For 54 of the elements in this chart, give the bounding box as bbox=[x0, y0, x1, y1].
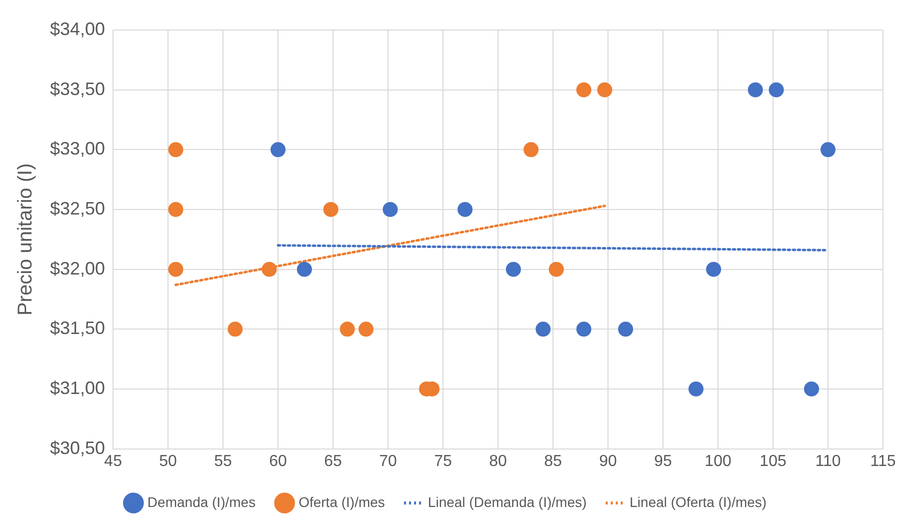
point bbox=[706, 262, 722, 277]
x-tick-label: 95 bbox=[654, 452, 672, 470]
legend-label: Demanda (I)/mes bbox=[147, 494, 256, 510]
point bbox=[748, 82, 763, 98]
x-tick-label: 110 bbox=[815, 452, 841, 470]
point bbox=[340, 322, 355, 337]
point bbox=[168, 142, 184, 158]
point bbox=[358, 322, 374, 337]
y-tick-label: $31,00 bbox=[50, 378, 106, 398]
legend-label: Lineal (Oferta (I)/mes) bbox=[630, 494, 767, 510]
point bbox=[270, 142, 286, 158]
x-tick-label: 75 bbox=[434, 452, 452, 470]
point bbox=[576, 82, 592, 98]
y-tick-label: $30,50 bbox=[50, 438, 106, 458]
x-tick-label: 115 bbox=[870, 452, 896, 470]
y-tick-label: $33,00 bbox=[50, 138, 106, 159]
x-tick-label: 45 bbox=[104, 452, 122, 470]
y-tick-label: $34,00 bbox=[50, 18, 106, 39]
y-tick-label: $32,00 bbox=[50, 258, 106, 278]
point bbox=[688, 381, 704, 396]
point bbox=[820, 142, 836, 158]
point bbox=[168, 262, 184, 277]
x-tick-label: 85 bbox=[544, 452, 562, 470]
point bbox=[536, 322, 551, 337]
point bbox=[458, 202, 473, 217]
point bbox=[168, 202, 184, 217]
x-tick-label: 60 bbox=[269, 452, 288, 470]
x-tick-label: 50 bbox=[159, 452, 178, 470]
y-axis-title: Precio unitario (I) bbox=[14, 163, 37, 316]
point bbox=[524, 142, 539, 158]
legend-label: Lineal (Demanda (I)/mes) bbox=[428, 494, 587, 510]
y-tick-label: $33,50 bbox=[50, 78, 106, 99]
point bbox=[804, 381, 820, 396]
x-tick-label: 100 bbox=[704, 452, 732, 470]
point bbox=[506, 262, 521, 277]
x-tick-label: 90 bbox=[599, 452, 618, 470]
point bbox=[768, 82, 784, 98]
point bbox=[296, 262, 312, 277]
point bbox=[548, 262, 564, 277]
point bbox=[323, 202, 338, 217]
x-tick-label: 55 bbox=[214, 452, 232, 470]
point bbox=[576, 322, 592, 337]
point bbox=[228, 322, 243, 337]
x-tick-label: 80 bbox=[489, 452, 508, 470]
x-tick-label: 65 bbox=[324, 452, 342, 470]
x-tick-label: 70 bbox=[379, 452, 398, 470]
y-tick-label: $31,50 bbox=[50, 318, 106, 338]
point bbox=[597, 82, 612, 98]
point bbox=[382, 202, 398, 217]
y-tick-label: $32,50 bbox=[50, 198, 106, 218]
point bbox=[262, 262, 277, 277]
legend-label: Oferta (I)/mes bbox=[298, 494, 385, 510]
x-tick-label: 105 bbox=[760, 452, 786, 470]
point bbox=[618, 322, 634, 337]
